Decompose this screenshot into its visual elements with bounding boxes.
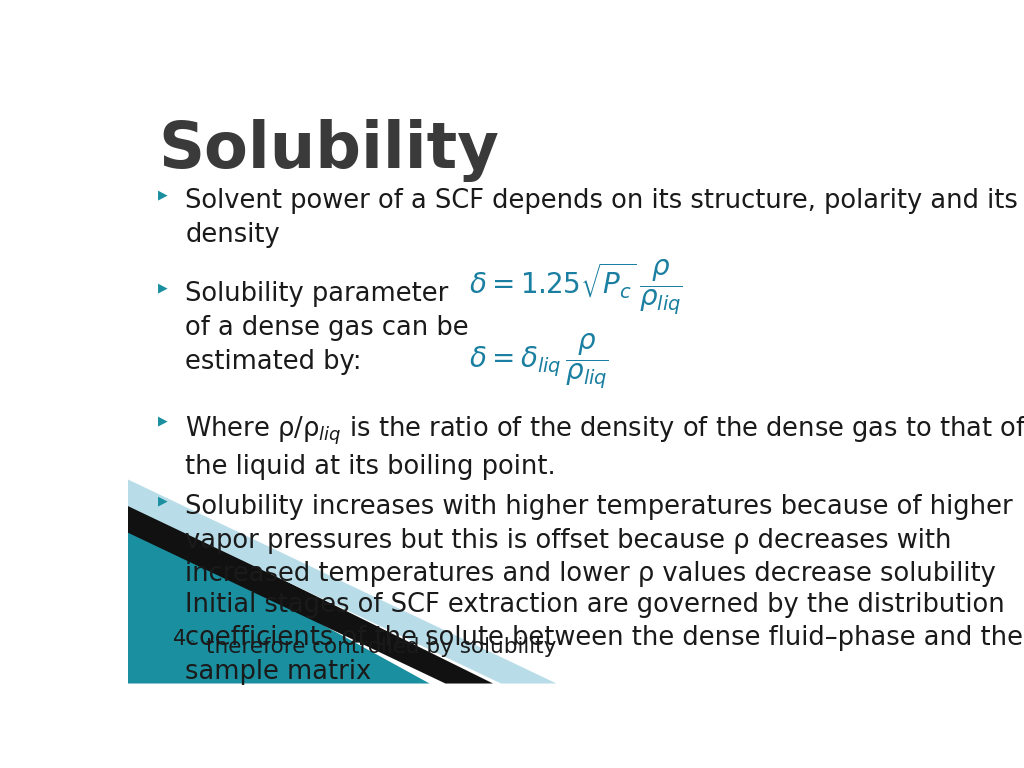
Text: Solvent power of a SCF depends on its structure, polarity and its
density: Solvent power of a SCF depends on its st… — [185, 188, 1018, 247]
Text: Solubility parameter
of a dense gas can be
estimated by:: Solubility parameter of a dense gas can … — [185, 281, 469, 375]
Text: ▶: ▶ — [158, 281, 168, 294]
Text: therefore controlled by solubility: therefore controlled by solubility — [206, 637, 556, 657]
Text: ▶: ▶ — [158, 495, 168, 508]
Text: $\delta = 1.25\sqrt{P_c}\,\dfrac{\rho}{\rho_{liq}}$: $\delta = 1.25\sqrt{P_c}\,\dfrac{\rho}{\… — [469, 258, 683, 317]
Text: Solubility increases with higher temperatures because of higher
vapor pressures : Solubility increases with higher tempera… — [185, 495, 1013, 588]
Polygon shape — [128, 518, 430, 684]
Text: $\delta = \delta_{liq}\,\dfrac{\rho}{\rho_{liq}}$: $\delta = \delta_{liq}\,\dfrac{\rho}{\rh… — [469, 332, 609, 391]
Text: Initial stages of SCF extraction are governed by the distribution
coefficients o: Initial stages of SCF extraction are gov… — [185, 592, 1023, 685]
Polygon shape — [128, 479, 557, 684]
Text: Where ρ/ρ$_{liq}$ is the ratio of the density of the dense gas to that of
the li: Where ρ/ρ$_{liq}$ is the ratio of the de… — [185, 415, 1024, 480]
Text: ▶: ▶ — [158, 188, 168, 201]
Text: ▶: ▶ — [158, 415, 168, 428]
Polygon shape — [128, 503, 494, 684]
Text: ▶: ▶ — [158, 592, 168, 605]
Text: 4: 4 — [173, 629, 186, 649]
Text: ◦: ◦ — [187, 637, 196, 651]
Text: Solubility: Solubility — [158, 119, 499, 182]
